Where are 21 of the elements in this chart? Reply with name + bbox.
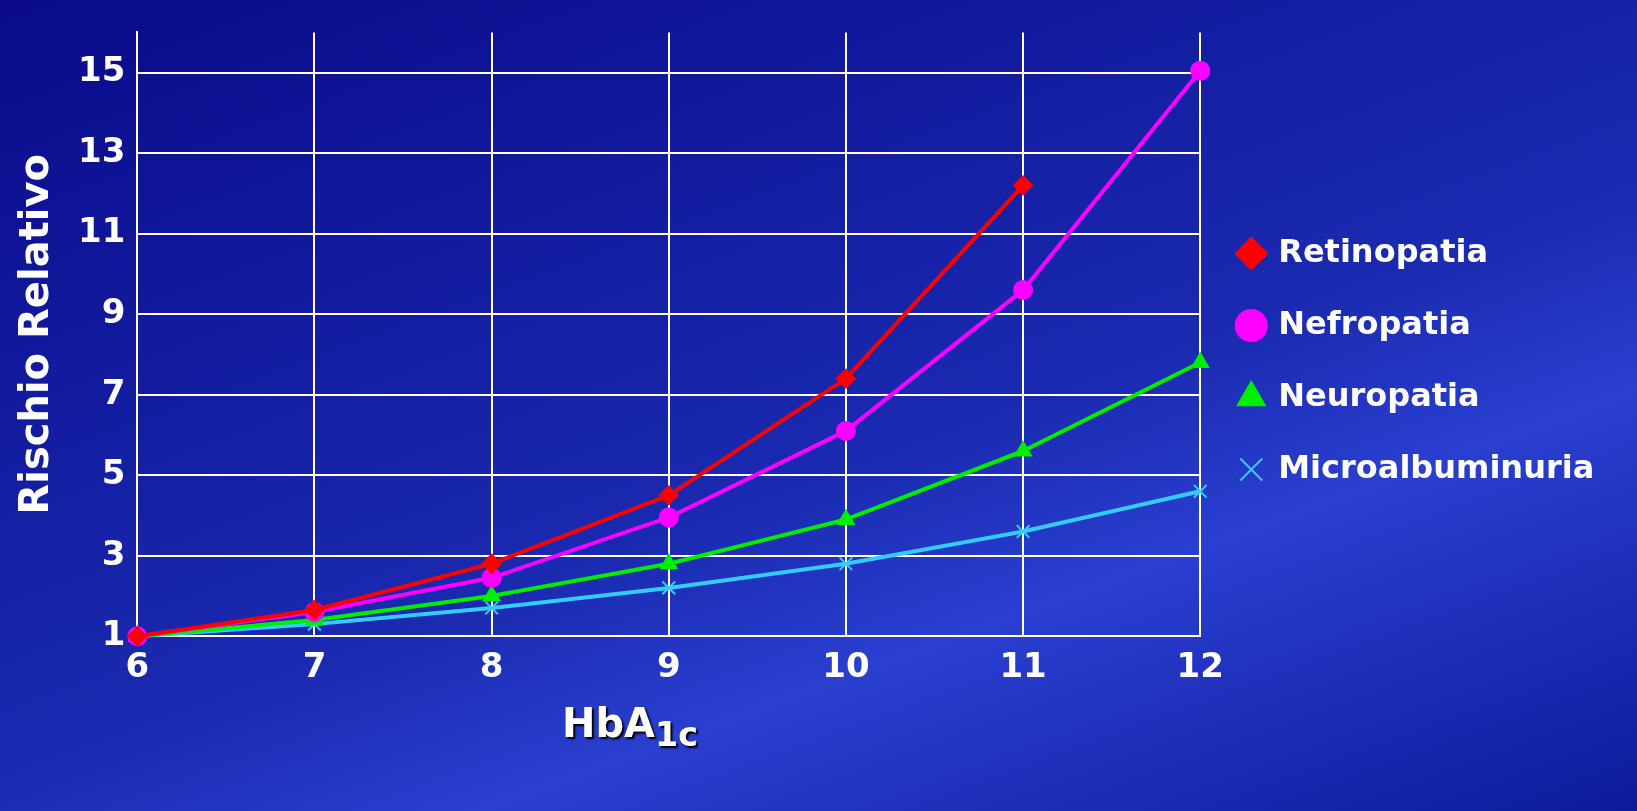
y-tick-label: 7 <box>101 371 126 412</box>
x-tick-label: 11 <box>999 645 1047 686</box>
y-tick-label: 5 <box>101 452 126 493</box>
x-tick-label: 8 <box>479 645 504 686</box>
y-tick-label: 9 <box>101 291 126 331</box>
y-tick-label: 3 <box>101 532 126 573</box>
y-tick-label: 13 <box>77 129 126 170</box>
y-tick-label: 11 <box>77 210 126 251</box>
y-axis-title: Rischio Relativo <box>11 153 58 515</box>
x-tick-label: 6 <box>125 645 150 686</box>
legend-label: Retinopatia <box>1278 231 1488 270</box>
x-tick-label: 9 <box>656 645 681 686</box>
x-axis-title: HbA$_{1c}$ <box>561 700 699 754</box>
x-tick-label: 12 <box>1176 645 1224 686</box>
legend-label: Nefropatia <box>1278 303 1471 342</box>
x-tick-label: 7 <box>302 645 327 686</box>
x-tick-label: 10 <box>822 645 870 686</box>
legend-label: Neuropatia <box>1278 375 1480 414</box>
y-tick-label: 1 <box>101 613 126 654</box>
y-tick-label: 15 <box>77 49 126 90</box>
legend-label: Microalbuminuria <box>1278 447 1595 486</box>
